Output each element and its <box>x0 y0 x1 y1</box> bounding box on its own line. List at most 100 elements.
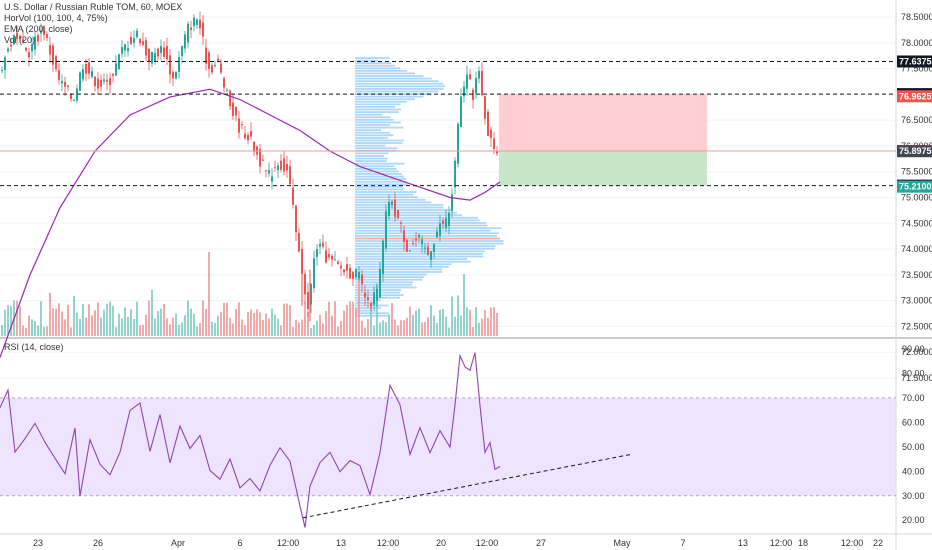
candle-body <box>400 222 402 224</box>
volume-bar <box>154 318 156 336</box>
take-profit-zone <box>499 150 707 186</box>
volume-bar <box>289 305 291 336</box>
candle-body <box>187 23 189 43</box>
rsi-tick-label: 60.00 <box>902 417 925 427</box>
volume-bar <box>262 320 264 336</box>
volume-profile-bar <box>355 204 444 206</box>
volume-profile-bar <box>355 131 390 134</box>
candle-body <box>274 167 276 169</box>
candle-body <box>124 44 126 51</box>
candle-body <box>352 271 354 279</box>
volume-bar <box>394 319 396 336</box>
volume-bar <box>166 318 168 336</box>
candle-body <box>340 265 342 269</box>
volume-bar <box>403 320 405 336</box>
price-tag-bg <box>897 145 932 158</box>
candle-body <box>358 272 360 279</box>
volume-profile-bar <box>355 62 392 65</box>
volume-bar <box>310 327 312 336</box>
price-tag-bg <box>897 55 932 68</box>
volume-bar <box>79 318 81 336</box>
volume-profile-bar <box>355 72 415 75</box>
time-tick-label: May <box>613 538 631 548</box>
volume-profile-bar <box>355 201 432 204</box>
price-tick-label: 75.5000 <box>901 167 932 177</box>
volume-profile-bar <box>355 69 408 72</box>
volume-bar <box>55 308 57 336</box>
volume-profile-bar <box>355 98 415 101</box>
volume-profile-bar <box>355 126 404 129</box>
candle-body <box>319 243 321 247</box>
candle-body <box>277 165 279 171</box>
volume-bar <box>232 323 234 336</box>
volume-profile-bar <box>355 211 457 214</box>
candle-body <box>265 170 267 172</box>
price-tag-label: 75.8975 <box>899 146 932 156</box>
volume-bar <box>352 301 354 336</box>
indicator-vol[interactable]: Vol (20) <box>4 35 36 45</box>
volume-profile-bar <box>355 227 502 230</box>
rsi-line <box>0 352 501 528</box>
candle-body <box>121 47 123 54</box>
volume-bar <box>196 326 198 336</box>
candle-body <box>214 65 216 67</box>
volume-profile-bar <box>355 85 445 88</box>
volume-profile-bar <box>355 118 394 121</box>
price-tick-label: 75.0000 <box>901 192 932 202</box>
price-tick-label: 78.0000 <box>901 38 932 48</box>
volume-bar <box>313 325 315 336</box>
volume-profile-bar <box>355 121 401 124</box>
volume-bar <box>433 315 435 336</box>
volume-bar <box>445 316 447 336</box>
volume-profile-bar <box>355 271 443 273</box>
candle-body <box>154 53 156 62</box>
volume-profile-bar <box>355 139 404 142</box>
candle-body <box>25 47 27 51</box>
price-tick-label: 72.0000 <box>901 347 932 357</box>
indicator-horvol[interactable]: HorVol (100, 100, 4, 75%) <box>4 13 108 23</box>
volume-bar <box>91 315 93 336</box>
candle-body <box>325 250 327 263</box>
volume-bar <box>37 325 39 336</box>
candle-body <box>22 39 24 42</box>
time-tick-label: 22 <box>873 538 883 548</box>
candle-body <box>415 238 417 241</box>
price-tick-label: 73.5000 <box>901 270 932 280</box>
candle-body <box>97 78 99 89</box>
volume-profile-bar <box>355 59 379 62</box>
volume-bar <box>283 303 285 336</box>
poc-bar <box>355 237 500 240</box>
candle-body <box>271 176 273 182</box>
volume-bar <box>109 301 111 336</box>
candle-body <box>103 79 105 82</box>
candle-body <box>235 106 237 116</box>
volume-bar <box>325 310 327 336</box>
volume-bar <box>364 327 366 336</box>
candle-body <box>457 123 459 164</box>
candle-body <box>208 52 210 70</box>
volume-bar <box>487 317 489 336</box>
volume-bar <box>127 316 129 336</box>
candle-body <box>454 160 456 188</box>
volume-bar <box>211 321 213 336</box>
indicator-ema[interactable]: EMA (200, close) <box>4 24 73 34</box>
candle-body <box>250 131 252 137</box>
volume-bar <box>379 322 381 336</box>
rsi-tick-label: 50.00 <box>902 442 925 452</box>
candle-body <box>220 63 222 73</box>
volume-bar <box>217 315 219 336</box>
candle-body <box>334 259 336 261</box>
symbol-title[interactable]: U.S. Dollar / Russian Ruble TOM, 60, MOE… <box>4 2 183 12</box>
volume-profile-bar <box>355 183 408 186</box>
volume-profile-bar <box>355 106 396 108</box>
volume-bar <box>439 309 441 336</box>
volume-profile-bar <box>355 191 417 193</box>
volume-bar <box>163 303 165 336</box>
volume-bar <box>145 314 147 336</box>
volume-bar <box>412 314 414 336</box>
indicator-rsi[interactable]: RSI (14, close) <box>4 342 64 352</box>
volume-bar <box>82 304 84 336</box>
rsi-axis: 90.00 80.00 70.00 60.00 50.00 40.00 30.00 20.00 <box>902 344 925 525</box>
volume-bar <box>61 311 63 336</box>
